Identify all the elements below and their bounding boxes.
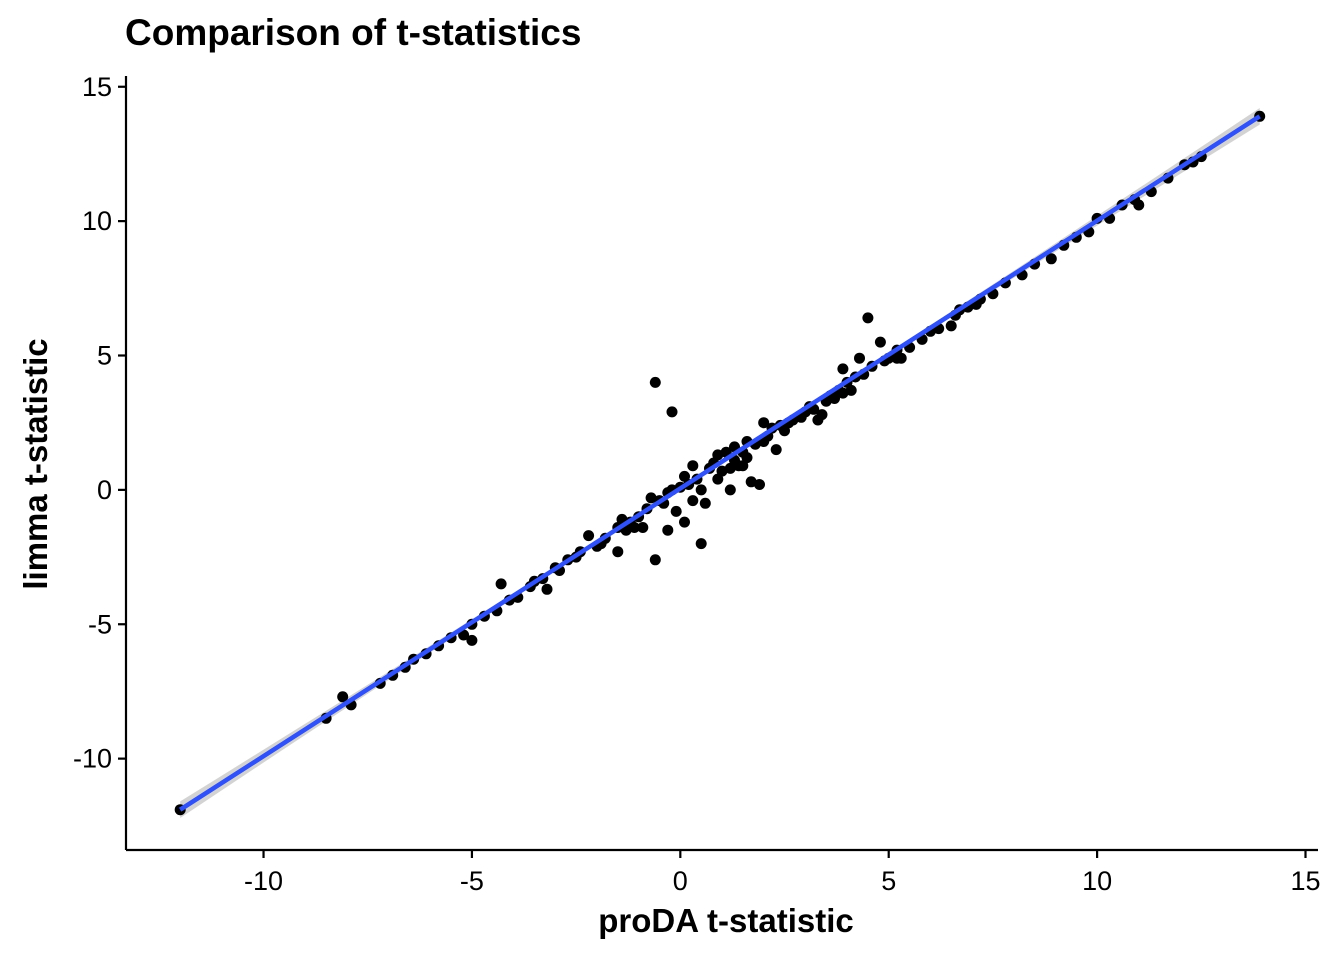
data-point [1133, 199, 1145, 211]
data-point [637, 522, 649, 533]
fit-line [178, 114, 1261, 812]
y-tick-label: -10 [73, 744, 112, 774]
data-point [716, 465, 728, 477]
data-point [854, 352, 865, 364]
data-point [687, 495, 699, 507]
x-tick-label: 5 [881, 866, 896, 896]
data-point [629, 522, 640, 533]
data-point [829, 393, 840, 404]
data-point [712, 449, 724, 461]
data-point [458, 629, 470, 641]
data-point [670, 505, 682, 517]
y-tick-label: 10 [82, 206, 112, 236]
data-point [816, 409, 828, 421]
y-tick-label: -5 [88, 609, 112, 639]
data-point [874, 336, 886, 348]
fit-line-layer [178, 114, 1261, 812]
data-point [662, 524, 674, 536]
data-point [837, 363, 849, 375]
data-point [666, 406, 678, 418]
data-point [645, 492, 657, 504]
data-point [679, 470, 690, 482]
data-point [695, 484, 707, 496]
data-point [337, 691, 349, 703]
data-point [724, 484, 736, 496]
data-point [945, 320, 957, 332]
y-tick-label: 5 [97, 341, 112, 371]
data-point [741, 452, 753, 464]
data-point [862, 312, 874, 324]
data-point [745, 476, 757, 488]
data-point [758, 417, 770, 429]
data-point [1045, 253, 1057, 265]
data-point [583, 530, 595, 542]
data-point [649, 554, 661, 566]
data-point [679, 516, 690, 528]
x-tick-label: 10 [1082, 866, 1112, 896]
x-tick-label: -5 [460, 866, 484, 896]
axes: -10 -5 0 5 10 15 -10 -5 0 5 10 15 [73, 72, 1321, 896]
data-point [687, 460, 699, 472]
data-point [837, 387, 849, 399]
data-point [649, 376, 661, 388]
data-point [770, 444, 782, 456]
data-point [754, 479, 765, 490]
data-point [737, 460, 749, 472]
data-point [466, 634, 478, 646]
data-point [699, 497, 711, 509]
data-point [845, 384, 857, 396]
x-tick-label: 0 [673, 866, 688, 896]
data-point [495, 578, 507, 590]
data-point [724, 462, 736, 474]
x-axis-label: proDA t-statistic [598, 902, 854, 939]
y-axis-label: limma t-statistic [17, 338, 54, 590]
x-tick-label: -10 [244, 866, 283, 896]
data-point [891, 352, 903, 364]
data-point [612, 546, 624, 558]
chart-title: Comparison of t-statistics [125, 12, 582, 53]
y-tick-label: 0 [97, 475, 112, 505]
y-tick-label: 15 [82, 72, 112, 102]
x-tick-label: 15 [1290, 866, 1320, 896]
data-point [541, 583, 553, 595]
data-point [695, 538, 707, 550]
